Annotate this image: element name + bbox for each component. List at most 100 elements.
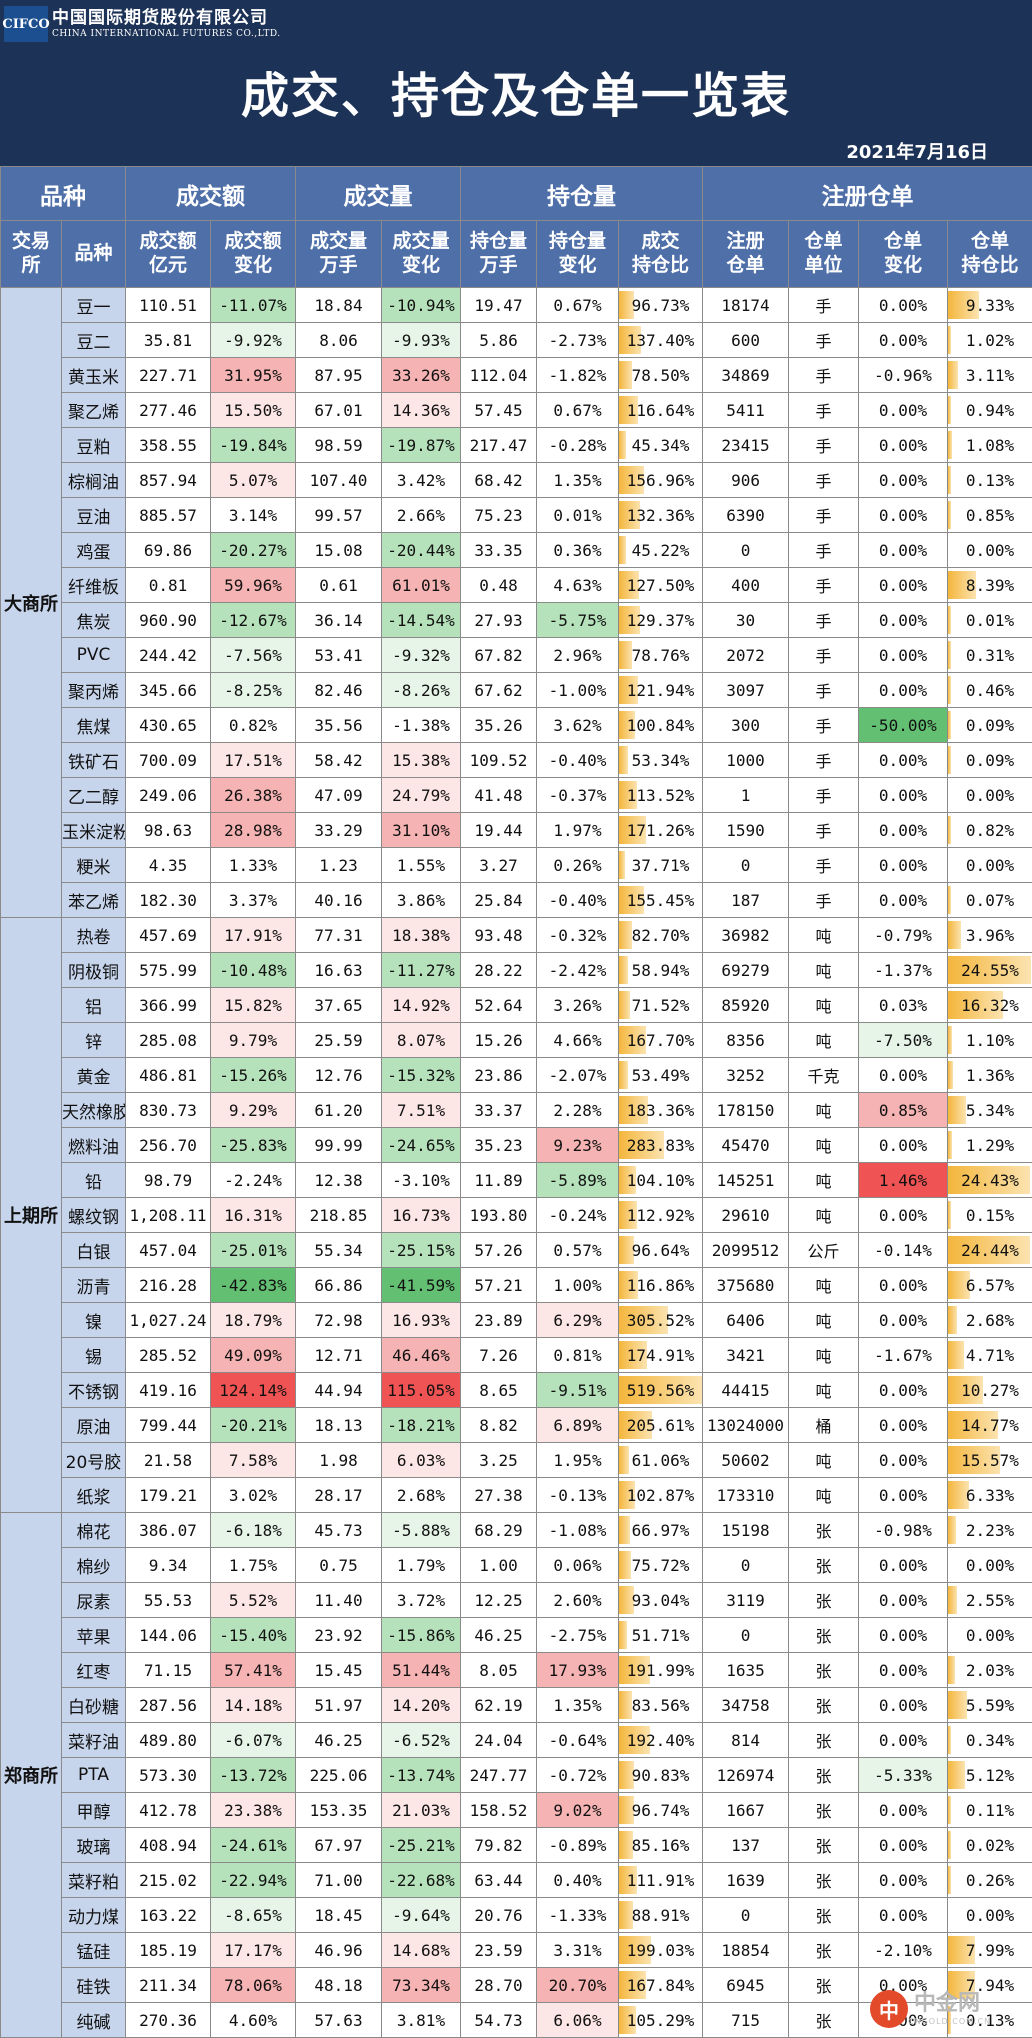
data-cell: 53.41 [295, 637, 382, 673]
variety-name: 焦煤 [61, 707, 126, 743]
data-cell: -0.37% [536, 777, 619, 813]
ratio-value: 0.13% [965, 2010, 1015, 2030]
data-cell: 109.52 [460, 742, 537, 778]
data-cell: 0.67% [536, 392, 619, 428]
data-cell: 7.58% [210, 1442, 296, 1478]
data-cell: 283.83% [617, 1127, 704, 1163]
data-cell: 12.25 [460, 1582, 537, 1618]
data-cell: -20.27% [210, 532, 296, 568]
data-cell: 575.99 [125, 952, 211, 988]
data-cell: 0 [702, 1547, 790, 1583]
data-cell: 0.00% [858, 427, 949, 463]
data-cell: 18174 [702, 287, 790, 323]
variety-name: 阴极铜 [61, 952, 126, 988]
ratio-bar [619, 1936, 651, 1964]
ratio-value: 113.52% [626, 785, 695, 805]
data-cell: 9.29% [210, 1092, 296, 1128]
table-row: 苹果 144.06 -15.40% 23.92 -15.86% 46.25 -2.75% 51… [1, 1617, 1032, 1653]
ratio-value: 519.56% [626, 1380, 695, 1400]
data-cell: 156.96% [617, 462, 704, 498]
table-row: 郑商所 棉花 386.07 -6.18% 45.73 -5.88% 68.29 -1.08% 6… [0, 1512, 1032, 2038]
data-cell: 0.75 [295, 1547, 382, 1583]
data-cell: 137 [702, 1827, 790, 1863]
data-cell: 5.86 [460, 322, 537, 358]
data-cell: 1,208.11 [125, 1197, 211, 1233]
ratio-value: 90.83% [631, 1765, 690, 1785]
data-cell: 57.45 [460, 392, 537, 428]
data-cell: 37.71% [617, 847, 704, 883]
data-cell: -9.64% [381, 1897, 461, 1933]
ratio-bar [948, 1341, 964, 1369]
data-cell: 5411 [702, 392, 790, 428]
ratio-bar [619, 606, 640, 634]
ratio-bar [619, 711, 636, 739]
ratio-value: 116.64% [626, 400, 695, 420]
ratio-value: 1.29% [965, 1135, 1015, 1155]
data-cell: 249.06 [125, 777, 211, 813]
ratio-value: 3.96% [965, 925, 1015, 945]
data-cell: -9.51% [536, 1372, 619, 1408]
table-row: 20号胶 21.58 7.58% 1.98 6.03% 3.25 1.95% 61.06% 50… [1, 1442, 1032, 1478]
data-cell: 75.72% [617, 1547, 704, 1583]
data-cell: 18.84 [295, 287, 382, 323]
data-cell: 0.00% [858, 1652, 949, 1688]
data-cell: 0.00% [858, 1582, 949, 1618]
variety-name: 白砂糖 [61, 1687, 126, 1723]
data-cell: 83.56% [617, 1687, 704, 1723]
ratio-value: 15.57% [961, 1450, 1019, 1470]
data-cell: 115.05% [381, 1372, 461, 1408]
ratio-value: 0.09% [965, 750, 1015, 770]
data-cell: 256.70 [125, 1127, 211, 1163]
data-cell: 0.31% [947, 637, 1032, 673]
data-cell: 3097 [702, 672, 790, 708]
data-cell: 113.52% [617, 777, 704, 813]
ratio-value: 1.08% [965, 435, 1015, 455]
variety-name: 铅 [61, 1162, 126, 1198]
data-cell: 10.27% [947, 1372, 1032, 1408]
data-cell: -22.68% [381, 1862, 461, 1898]
data-cell: 4.60% [210, 2002, 296, 2038]
data-cell: -24.61% [210, 1827, 296, 1863]
data-cell: -15.86% [381, 1617, 461, 1653]
data-cell: -5.88% [381, 1512, 461, 1548]
cifco-logo-icon: CIFCO [2, 6, 50, 42]
variety-name: 豆二 [61, 322, 126, 358]
data-cell: 26.38% [210, 777, 296, 813]
data-cell: -1.38% [381, 707, 461, 743]
ratio-value: 53.34% [631, 750, 690, 770]
ratio-bar [619, 291, 635, 319]
data-cell: 3.11% [947, 357, 1032, 393]
receipt-unit: 手 [788, 847, 860, 883]
ratio-value: 0.01% [965, 610, 1015, 630]
ratio-bar [619, 921, 633, 949]
ratio-value: 191.99% [626, 1660, 695, 1680]
data-cell: 15.57% [947, 1442, 1032, 1478]
variety-name: 乙二醇 [61, 777, 126, 813]
data-cell: 7.26 [460, 1337, 537, 1373]
variety-name: 不锈钢 [61, 1372, 126, 1408]
data-cell: 62.19 [460, 1687, 537, 1723]
receipt-unit: 吨 [788, 1127, 860, 1163]
column-header: 持仓量 万手 [460, 220, 537, 288]
receipt-unit: 张 [788, 1687, 860, 1723]
data-cell: 3.31% [536, 1932, 619, 1968]
variety-name: 白银 [61, 1232, 126, 1268]
data-cell: 0.48 [460, 567, 537, 603]
data-cell: 53.49% [617, 1057, 704, 1093]
data-cell: 11.89 [460, 1162, 537, 1198]
data-cell: 12.76 [295, 1057, 382, 1093]
receipt-unit: 吨 [788, 1197, 860, 1233]
receipt-unit: 手 [788, 707, 860, 743]
data-cell: 173310 [702, 1477, 790, 1513]
ratio-bar [948, 1201, 951, 1229]
variety-name: 天然橡胶 [61, 1092, 126, 1128]
data-cell: -15.26% [210, 1057, 296, 1093]
ratio-bar [619, 886, 644, 914]
data-cell: 3252 [702, 1057, 790, 1093]
receipt-unit: 张 [788, 1547, 860, 1583]
data-cell: 51.44% [381, 1652, 461, 1688]
ratio-value: 58.94% [631, 960, 690, 980]
data-cell: 1.33% [210, 847, 296, 883]
ratio-value: 167.84% [626, 1975, 695, 1995]
ratio-bar [948, 326, 952, 354]
